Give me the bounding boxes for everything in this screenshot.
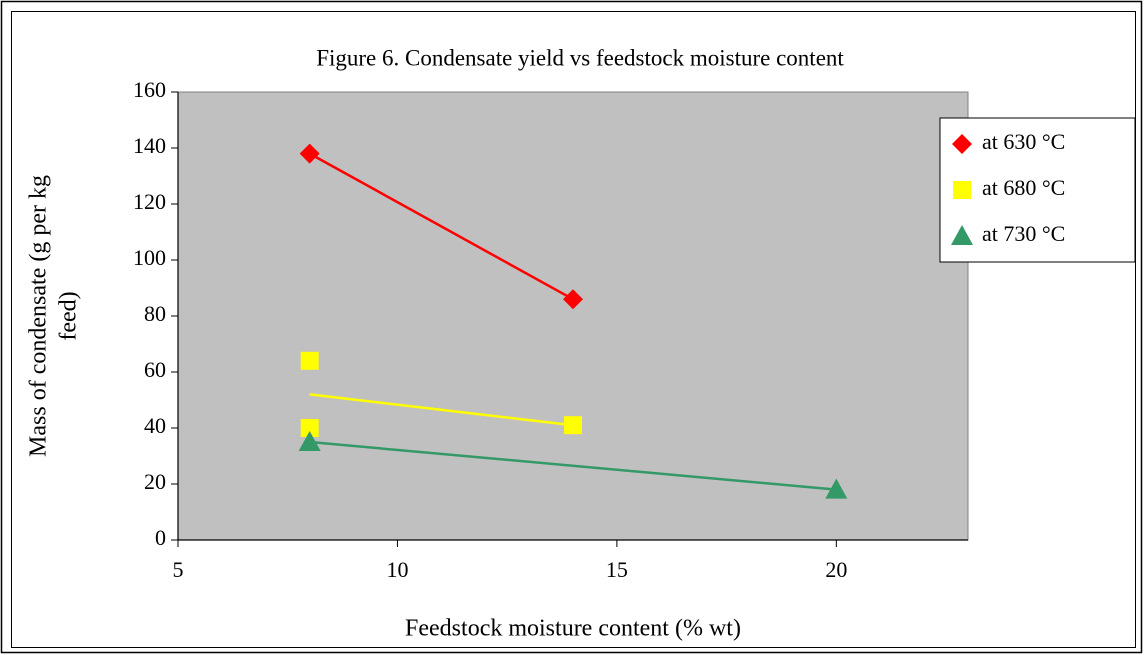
chart-frame	[11, 11, 1136, 648]
legend-marker	[951, 225, 973, 245]
y-tick-label: 120	[133, 189, 166, 214]
x-tick-label: 15	[606, 557, 628, 582]
y-tick-label: 160	[133, 77, 166, 102]
y-tick-label: 140	[133, 133, 166, 158]
y-tick-label: 100	[133, 245, 166, 270]
chart-title: Figure 6. Condensate yield vs feedstock …	[316, 45, 844, 70]
legend-marker	[953, 181, 971, 199]
point	[299, 143, 320, 164]
legend-label: at 630 °C	[982, 129, 1065, 154]
legend-label: at 730 °C	[982, 221, 1065, 246]
point	[300, 419, 319, 437]
x-tick-label: 10	[386, 557, 408, 582]
x-tick-label: 5	[173, 557, 184, 582]
trend-line	[309, 152, 574, 301]
point	[825, 478, 848, 499]
y-tick-label: 80	[144, 301, 166, 326]
legend-label: at 680 °C	[982, 175, 1065, 200]
y-axis-label-line: Mass of condensate (g per kg	[26, 175, 52, 457]
point	[564, 416, 582, 435]
plot-area	[177, 91, 969, 541]
y-tick-label: 40	[144, 413, 166, 438]
point	[298, 431, 321, 451]
point	[563, 289, 583, 310]
y-axis-label: Mass of condensate (g per kg feed)	[26, 175, 82, 457]
legend-marker	[952, 134, 972, 154]
y-axis-label-line: feed)	[56, 291, 82, 340]
x-tick-label: 20	[825, 557, 847, 582]
legend-box	[939, 117, 1136, 263]
y-tick-label: 20	[144, 469, 166, 494]
x-axis-label: Feedstock moisture content (% wt)	[405, 616, 741, 642]
trend-line	[309, 393, 574, 427]
point	[300, 351, 319, 370]
trend-line	[309, 440, 837, 491]
y-tick-label: 60	[144, 357, 166, 382]
y-tick-label: 0	[155, 525, 166, 550]
